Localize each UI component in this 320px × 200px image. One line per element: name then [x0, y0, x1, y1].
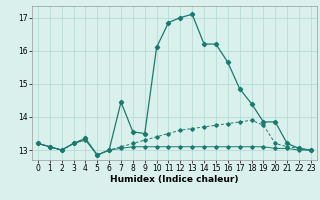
X-axis label: Humidex (Indice chaleur): Humidex (Indice chaleur): [110, 175, 239, 184]
